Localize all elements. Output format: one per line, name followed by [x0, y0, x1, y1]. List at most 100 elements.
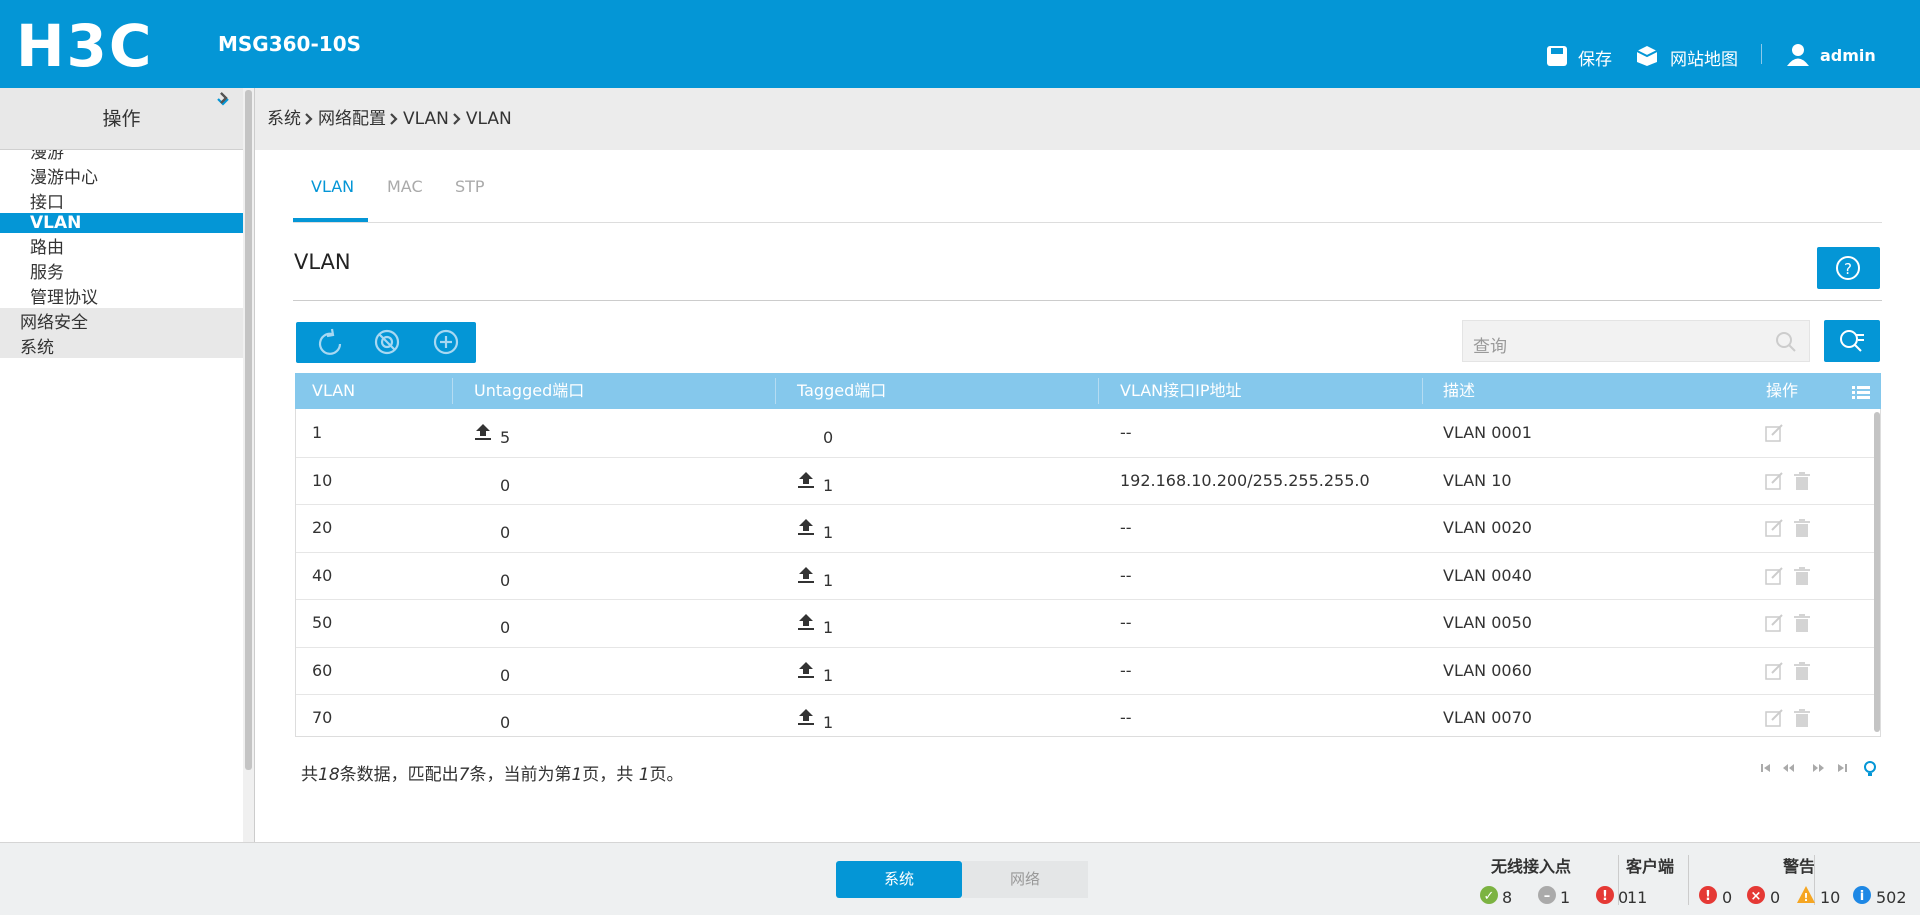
pagination-text: 页，共 — [582, 765, 639, 785]
cell: 5 — [500, 428, 511, 447]
nav-item[interactable]: 服务 — [0, 92, 243, 283]
status-text: 0 — [1618, 888, 1629, 907]
row-divider — [296, 504, 1874, 505]
sitemap-icon — [1636, 46, 1658, 66]
edit-button[interactable] — [1765, 519, 1783, 542]
cell: -- — [1120, 565, 1132, 585]
nav-item[interactable]: 系统 — [0, 92, 243, 358]
last-page[interactable] — [1838, 764, 1847, 772]
chevron-icon — [219, 90, 229, 110]
status-text: 1 — [1560, 888, 1571, 907]
delete-button[interactable] — [1794, 519, 1810, 542]
edit-button[interactable] — [1765, 709, 1783, 732]
breadcrumb-item[interactable]: 系统 — [267, 109, 301, 129]
add-button[interactable] — [433, 329, 459, 355]
nav-item[interactable]: 网络安全 — [0, 92, 243, 333]
column-menu-icon[interactable] — [1852, 384, 1870, 404]
advanced-search-icon — [1840, 330, 1864, 352]
delete-button[interactable] — [1794, 566, 1810, 590]
nav-item[interactable]: 漫游中心 — [0, 163, 243, 188]
port-icon — [797, 708, 815, 731]
next-page[interactable] — [1813, 764, 1824, 772]
tab[interactable]: MAC — [387, 177, 423, 196]
column-header: Tagged端口 — [797, 381, 887, 400]
bottom-tab[interactable]: 系统 — [836, 861, 962, 898]
sidebar-scrollbar[interactable] — [243, 88, 255, 842]
status-icon: i — [1852, 885, 1872, 910]
header: H3C MSG360-10S 保存 网站地图 admin — [0, 0, 1920, 88]
cell: 60 — [312, 660, 333, 680]
table-header — [295, 373, 1881, 409]
nav-item[interactable]: VLAN — [0, 213, 243, 233]
cell: 0 — [500, 665, 511, 685]
cell: VLAN 10 — [1443, 470, 1512, 490]
breadcrumb-item[interactable]: VLAN — [403, 109, 449, 129]
cell: 1 — [312, 423, 323, 442]
nav-item[interactable]: 接口 — [0, 188, 243, 213]
refresh-button[interactable] — [318, 328, 342, 355]
pagination-number: 1 — [638, 765, 650, 785]
edit-button[interactable] — [1765, 566, 1783, 590]
delete-button[interactable] — [1794, 471, 1810, 495]
column-separator — [775, 378, 776, 404]
nav-label: 服务 — [30, 263, 64, 283]
status-text: 无线接入点 — [1491, 857, 1572, 876]
model: MSG360-10S — [218, 32, 362, 56]
bottom-tab[interactable]: 网络 — [962, 861, 1088, 898]
status-text: 502 — [1876, 888, 1907, 907]
column-header: 操作 — [1766, 381, 1799, 400]
status-text: 0 — [1722, 888, 1733, 907]
search-icon — [1776, 332, 1796, 352]
user-menu[interactable]: admin — [1820, 46, 1876, 65]
cell: 0 — [500, 618, 511, 637]
status-text: 警告 — [1783, 857, 1816, 876]
edit-button[interactable] — [1765, 661, 1783, 685]
pager-controls — [1761, 761, 1876, 776]
svg-text:!: ! — [1803, 891, 1808, 904]
tab-divider — [293, 222, 1882, 223]
column-separator — [452, 378, 453, 404]
port-icon — [797, 471, 815, 494]
chevron-icon — [304, 112, 314, 126]
row-divider — [296, 694, 1874, 695]
status-icon: – — [1537, 885, 1557, 910]
delete-button[interactable] — [1794, 614, 1810, 637]
prev-page[interactable] — [1783, 764, 1794, 772]
cell: 40 — [312, 565, 333, 585]
help-icon: ? — [1836, 256, 1860, 280]
scroll-thumb[interactable] — [245, 90, 252, 770]
tab[interactable]: VLAN — [311, 177, 355, 196]
status-separator — [1618, 855, 1619, 905]
cell: 1 — [823, 475, 834, 495]
cell: 0 — [500, 523, 511, 542]
advanced-search-button[interactable] — [1824, 320, 1880, 362]
breadcrumb-item[interactable]: VLAN — [465, 109, 512, 129]
delete-button[interactable] — [374, 329, 400, 355]
sitemap-button[interactable]: 网站地图 — [1670, 50, 1738, 70]
sidebar: 操作 概览网络配置漫游漫游中心接口VLAN路由服务管理协议网络安全系统 — [0, 88, 243, 842]
cell: 70 — [312, 708, 333, 727]
first-page[interactable] — [1761, 764, 1770, 772]
help-button[interactable]: ? — [1817, 247, 1880, 289]
breadcrumb-item[interactable]: 网络配置 — [318, 109, 386, 129]
search-box[interactable]: 查询 — [1462, 320, 1810, 362]
nav-item[interactable]: 管理协议 — [0, 283, 243, 308]
cell: 0 — [500, 713, 511, 732]
nav-item[interactable]: 路由 — [0, 233, 243, 258]
tip-icon[interactable] — [1864, 761, 1876, 776]
pagination-number: 18 — [318, 765, 340, 785]
nav-label: 接口 — [30, 193, 64, 213]
save-button[interactable]: 保存 — [1578, 50, 1612, 70]
edit-button[interactable] — [1765, 424, 1783, 447]
edit-button[interactable] — [1765, 471, 1783, 495]
pagination-number: 7 — [458, 765, 470, 785]
tab[interactable]: STP — [455, 177, 485, 196]
nav-label: VLAN — [30, 213, 82, 233]
status-text: 0 — [1770, 888, 1781, 907]
status-text: 客户端 — [1626, 857, 1675, 876]
delete-button[interactable] — [1794, 661, 1810, 685]
delete-button[interactable] — [1794, 709, 1810, 732]
table-scrollbar[interactable] — [1874, 412, 1880, 732]
edit-button[interactable] — [1765, 614, 1783, 637]
nav-label: 网络安全 — [20, 313, 88, 333]
